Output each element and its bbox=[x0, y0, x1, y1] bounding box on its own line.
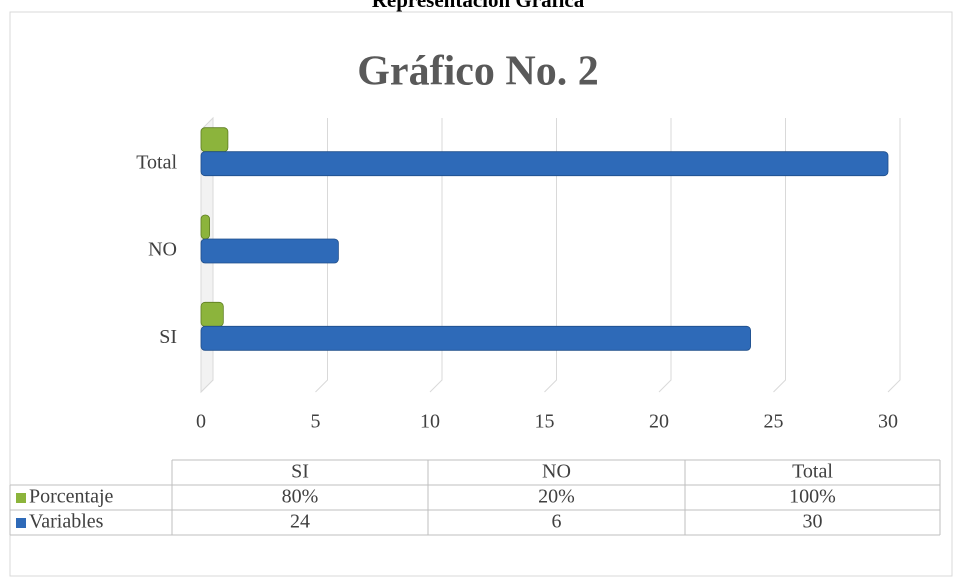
table-header: SI bbox=[291, 461, 309, 483]
x-tick-label: 30 bbox=[878, 411, 898, 433]
legend-swatch bbox=[16, 518, 26, 528]
chart-frame bbox=[9, 11, 953, 577]
x-tick-label: 5 bbox=[311, 411, 321, 433]
y-tick-label: SI bbox=[159, 326, 177, 348]
legend-label: Porcentaje bbox=[29, 486, 114, 508]
bar bbox=[200, 325, 751, 351]
grid-line bbox=[429, 118, 443, 393]
x-tick-label: 0 bbox=[196, 411, 206, 433]
y-tick-label: Total bbox=[136, 151, 177, 173]
grid-line bbox=[773, 118, 786, 393]
grid-line bbox=[544, 118, 557, 393]
grid-line bbox=[887, 118, 901, 393]
bar bbox=[200, 214, 210, 240]
grid-line bbox=[315, 118, 328, 393]
x-tick-label: 10 bbox=[420, 411, 440, 433]
table-cell: 6 bbox=[552, 511, 562, 533]
bar bbox=[200, 127, 229, 153]
table-header: NO bbox=[542, 461, 571, 483]
table-header: Total bbox=[792, 461, 833, 483]
bar bbox=[200, 238, 339, 264]
grid-line bbox=[658, 118, 672, 393]
y-tick-label: NO bbox=[148, 239, 177, 261]
header: Representación Gráfica bbox=[372, 0, 585, 12]
table-cell: 24 bbox=[290, 511, 310, 533]
bar bbox=[200, 151, 889, 177]
table-cell: 30 bbox=[803, 511, 823, 533]
table-cell: 20% bbox=[538, 486, 575, 508]
chart-title: Gráfico No. 2 bbox=[357, 49, 598, 95]
table-cell: 100% bbox=[789, 486, 836, 508]
x-tick-label: 20 bbox=[649, 411, 669, 433]
legend-label: Variables bbox=[29, 511, 104, 533]
table-grid bbox=[9, 459, 941, 536]
bar bbox=[200, 301, 224, 327]
x-tick-label: 15 bbox=[535, 411, 555, 433]
x-tick-label: 25 bbox=[764, 411, 784, 433]
table-cell: 80% bbox=[282, 486, 319, 508]
legend-swatch bbox=[16, 493, 26, 503]
